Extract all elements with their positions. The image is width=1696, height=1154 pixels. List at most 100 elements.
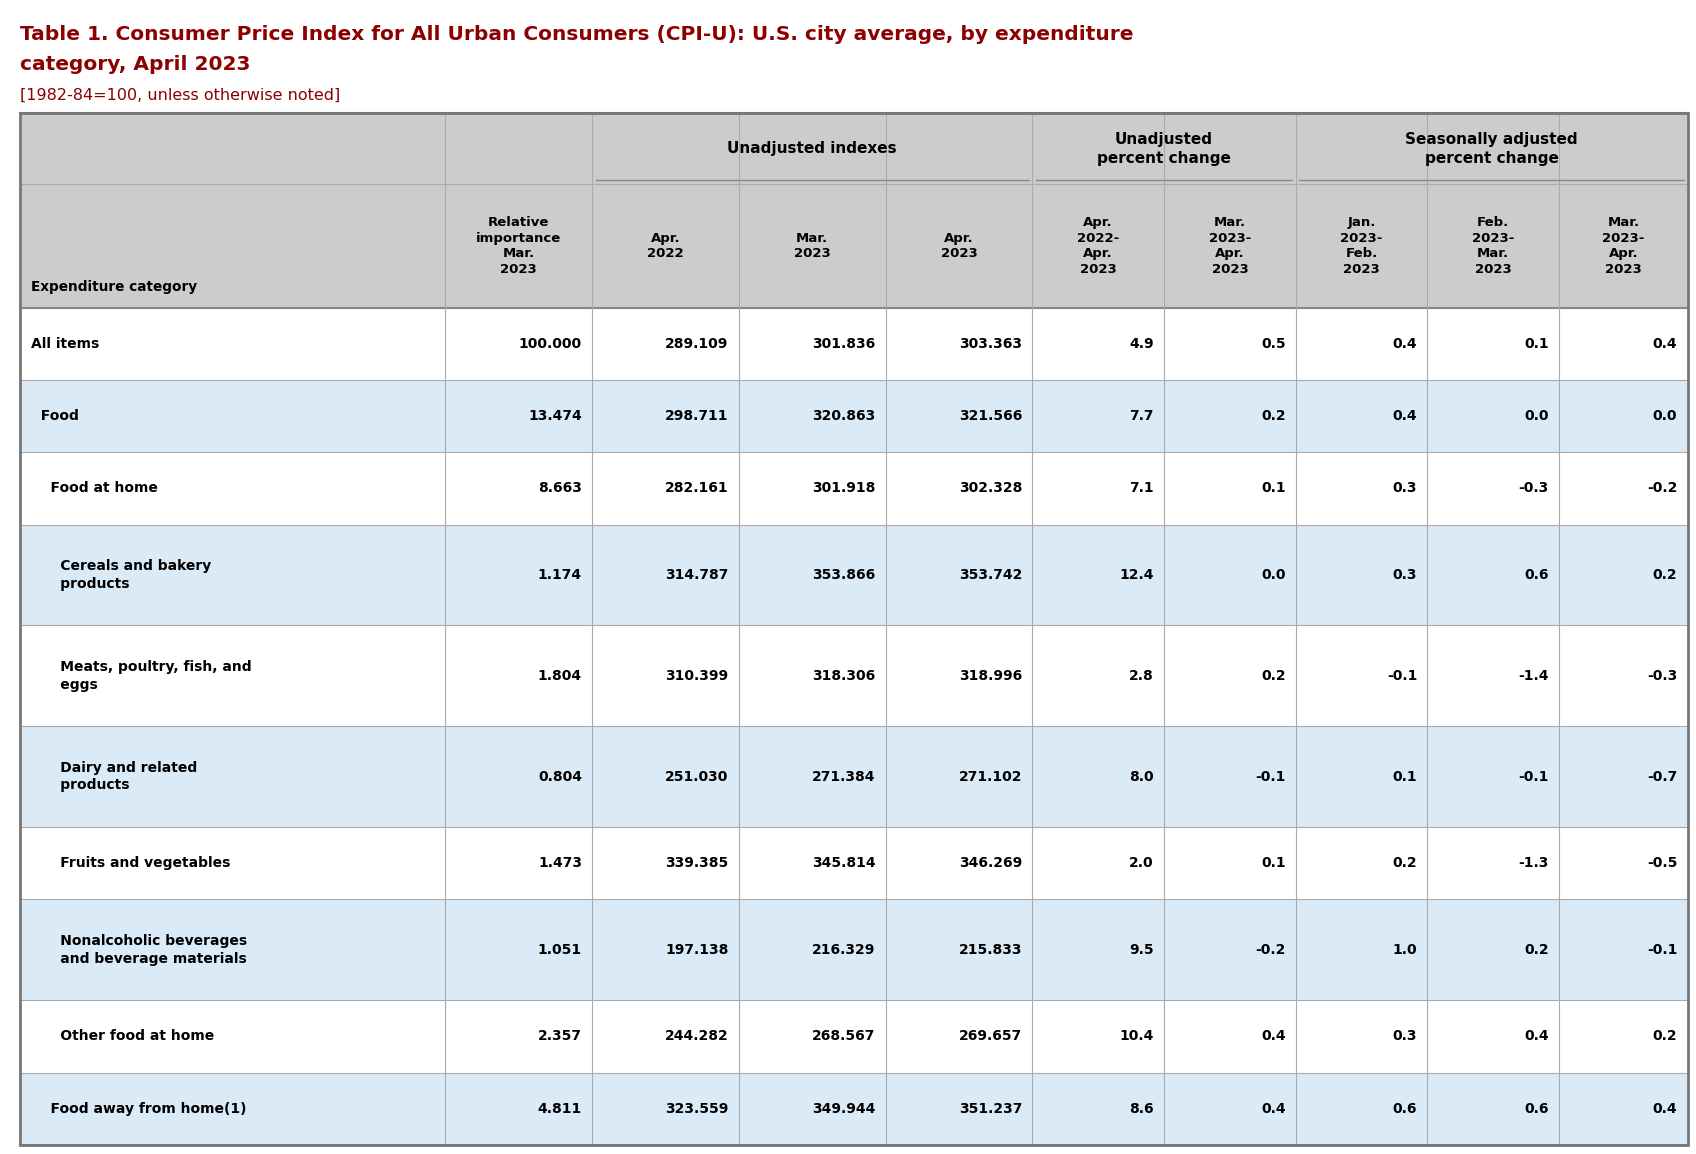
Text: 314.787: 314.787 xyxy=(665,568,729,582)
Text: 1.174: 1.174 xyxy=(538,568,582,582)
Text: 216.329: 216.329 xyxy=(812,943,875,957)
Text: 244.282: 244.282 xyxy=(665,1029,729,1043)
Text: 0.4: 0.4 xyxy=(1525,1029,1548,1043)
Text: Jan.
2023-
Feb.
2023: Jan. 2023- Feb. 2023 xyxy=(1340,217,1382,276)
Text: 353.866: 353.866 xyxy=(812,568,875,582)
Text: category, April 2023: category, April 2023 xyxy=(20,55,251,74)
Text: 0.2: 0.2 xyxy=(1260,410,1286,424)
Text: 197.138: 197.138 xyxy=(665,943,729,957)
Text: -1.3: -1.3 xyxy=(1518,856,1548,870)
Text: 0.1: 0.1 xyxy=(1260,856,1286,870)
Text: 0.6: 0.6 xyxy=(1525,1102,1548,1116)
Text: 269.657: 269.657 xyxy=(958,1029,1023,1043)
Text: 0.4: 0.4 xyxy=(1652,1102,1677,1116)
Bar xyxy=(20,308,1688,380)
Text: Apr.
2022: Apr. 2022 xyxy=(648,232,683,261)
Text: Mar.
2023-
Apr.
2023: Mar. 2023- Apr. 2023 xyxy=(1209,217,1252,276)
Text: 1.0: 1.0 xyxy=(1392,943,1418,957)
Text: [1982-84=100, unless otherwise noted]: [1982-84=100, unless otherwise noted] xyxy=(20,88,341,103)
Text: 13.474: 13.474 xyxy=(527,410,582,424)
Text: 302.328: 302.328 xyxy=(958,481,1023,495)
Text: Table 1. Consumer Price Index for All Urban Consumers (CPI-U): U.S. city average: Table 1. Consumer Price Index for All Ur… xyxy=(20,25,1135,44)
Text: -0.2: -0.2 xyxy=(1647,481,1677,495)
Text: 0.4: 0.4 xyxy=(1652,337,1677,351)
Text: 0.804: 0.804 xyxy=(538,770,582,784)
Text: -0.3: -0.3 xyxy=(1647,669,1677,683)
Text: 353.742: 353.742 xyxy=(958,568,1023,582)
Text: 7.1: 7.1 xyxy=(1130,481,1153,495)
Text: 10.4: 10.4 xyxy=(1119,1029,1153,1043)
Text: -0.5: -0.5 xyxy=(1647,856,1677,870)
Text: 0.5: 0.5 xyxy=(1260,337,1286,351)
Text: 301.918: 301.918 xyxy=(812,481,875,495)
Text: 301.836: 301.836 xyxy=(812,337,875,351)
Text: 0.3: 0.3 xyxy=(1392,481,1418,495)
Text: 282.161: 282.161 xyxy=(665,481,729,495)
Text: 4.9: 4.9 xyxy=(1130,337,1153,351)
Text: 2.357: 2.357 xyxy=(538,1029,582,1043)
Bar xyxy=(20,113,1688,1145)
Text: 215.833: 215.833 xyxy=(958,943,1023,957)
Text: 0.2: 0.2 xyxy=(1652,568,1677,582)
Text: 0.6: 0.6 xyxy=(1525,568,1548,582)
Text: 0.2: 0.2 xyxy=(1260,669,1286,683)
Text: 0.2: 0.2 xyxy=(1392,856,1418,870)
Text: 271.384: 271.384 xyxy=(812,770,875,784)
Text: -0.1: -0.1 xyxy=(1255,770,1286,784)
Text: 8.6: 8.6 xyxy=(1130,1102,1153,1116)
Text: 318.996: 318.996 xyxy=(958,669,1023,683)
Text: 0.4: 0.4 xyxy=(1260,1102,1286,1116)
Text: Mar.
2023-
Apr.
2023: Mar. 2023- Apr. 2023 xyxy=(1603,217,1645,276)
Text: 8.663: 8.663 xyxy=(538,481,582,495)
Text: 323.559: 323.559 xyxy=(665,1102,729,1116)
Text: Mar.
2023: Mar. 2023 xyxy=(794,232,831,261)
Text: Expenditure category: Expenditure category xyxy=(31,280,197,294)
Text: Cereals and bakery
      products: Cereals and bakery products xyxy=(31,560,210,591)
Text: 0.6: 0.6 xyxy=(1392,1102,1418,1116)
Text: 0.0: 0.0 xyxy=(1262,568,1286,582)
Text: 321.566: 321.566 xyxy=(958,410,1023,424)
Text: 2.0: 2.0 xyxy=(1130,856,1153,870)
Bar xyxy=(20,1072,1688,1145)
Text: Meats, poultry, fish, and
      eggs: Meats, poultry, fish, and eggs xyxy=(31,660,251,691)
Text: -0.1: -0.1 xyxy=(1387,669,1418,683)
Text: 345.814: 345.814 xyxy=(812,856,875,870)
Text: 0.4: 0.4 xyxy=(1260,1029,1286,1043)
Text: Apr.
2023: Apr. 2023 xyxy=(941,232,977,261)
Text: All items: All items xyxy=(31,337,98,351)
Text: 0.2: 0.2 xyxy=(1652,1029,1677,1043)
Text: Relative
importance
Mar.
2023: Relative importance Mar. 2023 xyxy=(477,217,561,276)
Text: -1.4: -1.4 xyxy=(1518,669,1548,683)
Text: Other food at home: Other food at home xyxy=(31,1029,214,1043)
Text: Food away from home(1): Food away from home(1) xyxy=(31,1102,246,1116)
Bar xyxy=(20,899,1688,1001)
Text: 351.237: 351.237 xyxy=(958,1102,1023,1116)
Text: 0.2: 0.2 xyxy=(1525,943,1548,957)
Text: 0.4: 0.4 xyxy=(1392,337,1418,351)
Bar xyxy=(20,380,1688,452)
Text: Food at home: Food at home xyxy=(31,481,158,495)
Text: -0.2: -0.2 xyxy=(1255,943,1286,957)
Text: 303.363: 303.363 xyxy=(960,337,1023,351)
Bar xyxy=(20,726,1688,827)
Text: 271.102: 271.102 xyxy=(958,770,1023,784)
Text: 8.0: 8.0 xyxy=(1130,770,1153,784)
Text: 0.0: 0.0 xyxy=(1654,410,1677,424)
Bar xyxy=(20,452,1688,525)
Text: 2.8: 2.8 xyxy=(1130,669,1153,683)
Bar xyxy=(20,1001,1688,1072)
Text: 268.567: 268.567 xyxy=(812,1029,875,1043)
Text: Unadjusted indexes: Unadjusted indexes xyxy=(728,141,897,156)
Text: 7.7: 7.7 xyxy=(1130,410,1153,424)
Text: -0.1: -0.1 xyxy=(1518,770,1548,784)
Text: 100.000: 100.000 xyxy=(519,337,582,351)
Text: 1.804: 1.804 xyxy=(538,669,582,683)
Bar xyxy=(20,827,1688,899)
Text: Unadjusted
percent change: Unadjusted percent change xyxy=(1097,132,1231,165)
Text: 9.5: 9.5 xyxy=(1130,943,1153,957)
Text: 289.109: 289.109 xyxy=(665,337,729,351)
Text: 1.473: 1.473 xyxy=(538,856,582,870)
Text: 0.1: 0.1 xyxy=(1260,481,1286,495)
Text: -0.1: -0.1 xyxy=(1647,943,1677,957)
Text: 0.4: 0.4 xyxy=(1392,410,1418,424)
